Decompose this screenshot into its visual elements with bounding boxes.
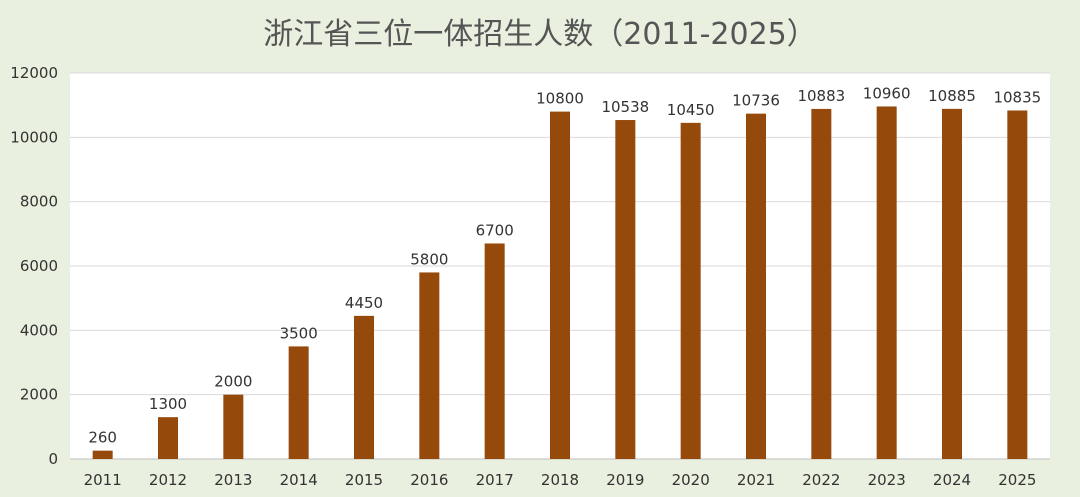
y-tick-label: 6000 [20,257,58,275]
data-label: 10960 [863,84,911,102]
bar [811,108,832,459]
x-tick-label: 2011 [84,471,122,489]
data-label: 10450 [667,101,715,119]
bar [288,346,309,459]
chart-title: 浙江省三位一体招生人数（2011-2025） [263,17,817,52]
bar [942,108,962,459]
x-tick-label: 2022 [802,471,840,489]
y-tick-label: 10000 [10,128,58,146]
data-label: 3500 [280,324,318,342]
x-tick-label: 2019 [606,471,644,489]
bar [92,450,113,459]
x-tick-label: 2018 [541,471,579,489]
y-tick-label: 0 [48,450,58,468]
x-tick-label: 2021 [737,471,775,489]
data-label: 10835 [993,88,1041,106]
bar [1007,110,1028,459]
bar [615,120,636,460]
y-tick-label: 12000 [10,64,58,82]
x-axis: 2011 2012 2013 2014 2015 2016 2017 2018 2019 2020… [84,471,1037,489]
y-axis: 0 2000 4000 6000 8000 10000 12000 [10,64,58,468]
y-tick-label: 2000 [20,386,58,404]
data-label: 4450 [345,294,383,312]
y-tick-label: 8000 [20,193,58,211]
data-label: 5800 [410,250,448,268]
x-tick-label: 2016 [410,471,448,489]
bar [484,243,505,459]
x-tick-label: 2020 [672,471,710,489]
data-label: 10883 [797,87,845,105]
bar [419,272,440,459]
bar [746,113,766,460]
x-tick-label: 2015 [345,471,383,489]
bar [158,417,178,459]
x-tick-label: 2014 [280,471,318,489]
x-tick-label: 2013 [214,471,252,489]
data-label: 10885 [928,87,976,105]
x-tick-label: 2017 [476,471,514,489]
bar [223,394,244,459]
data-label: 2000 [214,373,252,391]
data-label: 10538 [601,98,649,116]
data-label: 260 [88,429,117,447]
data-label: 6700 [476,221,514,239]
data-label: 1300 [149,395,187,413]
bar [876,106,897,459]
bar [354,315,374,459]
x-tick-label: 2023 [868,471,906,489]
x-tick-label: 2024 [933,471,971,489]
data-label: 10800 [536,90,584,108]
bar [550,111,570,459]
bar-series: 260 1300 2000 3500 4450 5800 6700 10800 10538 104… [88,84,1041,460]
data-label: 10736 [732,92,780,110]
x-tick-label: 2012 [149,471,187,489]
x-tick-label: 2025 [998,471,1036,489]
y-tick-label: 4000 [20,321,58,339]
bar [680,122,701,459]
